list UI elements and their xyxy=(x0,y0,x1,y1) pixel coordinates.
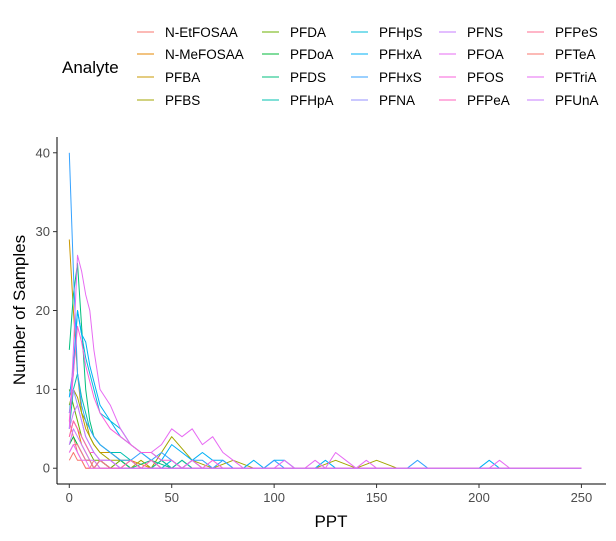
series-line-pfba xyxy=(68,239,582,469)
x-axis-ticks: 0 50 100 150 200 250 xyxy=(66,484,593,505)
legend-label: PFHxS xyxy=(379,70,422,85)
x-axis-title: PPT xyxy=(314,512,347,531)
legend-label: N-EtFOSAA xyxy=(165,25,238,40)
legend-label: PFHxA xyxy=(379,47,422,62)
legend-label: PFHpA xyxy=(290,93,334,108)
legend-label: N-MeFOSAA xyxy=(165,47,244,62)
legend-item-pfpea: PFPeA xyxy=(439,93,510,108)
x-tick-label: 0 xyxy=(66,490,73,505)
series-line-pfpea xyxy=(68,420,582,469)
legend-label: PFNS xyxy=(467,25,503,40)
legend-label: PFTeA xyxy=(555,47,596,62)
series-line-pfhxs xyxy=(68,152,582,469)
series-line-pfds xyxy=(68,262,582,469)
legend-item-pfhpa: PFHpA xyxy=(262,93,334,108)
legend-title: Analyte xyxy=(62,58,119,77)
legend-label: PFDA xyxy=(290,25,326,40)
legend-label: PFNA xyxy=(379,93,415,108)
legend-item-pfbs: PFBS xyxy=(137,93,200,108)
legend-label: PFBA xyxy=(165,70,200,85)
legend-item-pfns: PFNS xyxy=(439,25,503,40)
legend-item-pfna: PFNA xyxy=(351,93,415,108)
series-line-pfhpa xyxy=(68,373,582,469)
legend-item-pftea: PFTeA xyxy=(527,47,596,62)
legend-label: PFTriA xyxy=(555,70,597,85)
legend-item-pfhxa: PFHxA xyxy=(351,47,422,62)
legend-label: PFOS xyxy=(467,70,504,85)
legend: Analyte N-EtFOSAA N-MeFOSAA PFBA PFBS PFDA PF… xyxy=(62,25,599,108)
legend-item-pfpes: PFPeS xyxy=(527,25,598,40)
x-tick-label: 100 xyxy=(263,490,285,505)
x-tick-label: 200 xyxy=(468,490,490,505)
x-tick-label: 250 xyxy=(571,490,593,505)
legend-label: PFPeA xyxy=(467,93,510,108)
legend-item-pfdoa: PFDoA xyxy=(262,47,334,62)
series-line-pfhps xyxy=(68,310,582,469)
legend-label: PFBS xyxy=(165,93,200,108)
y-tick-label: 30 xyxy=(36,224,50,239)
x-tick-label: 50 xyxy=(164,490,178,505)
series-line-pfos xyxy=(68,325,582,469)
series-line-n-etfosaa xyxy=(68,420,582,469)
legend-label: PFUnA xyxy=(555,93,599,108)
legend-item-n-mefosaa: N-MeFOSAA xyxy=(137,47,244,62)
legend-label: PFHpS xyxy=(379,25,423,40)
series-line-pftria xyxy=(68,444,582,469)
series-line-pfhxa xyxy=(68,310,582,469)
y-axis-title: Number of Samples xyxy=(10,235,29,385)
legend-label: PFDoA xyxy=(290,47,334,62)
series-line-pfbs xyxy=(68,388,582,469)
series-line-n-mefosaa xyxy=(68,420,582,469)
legend-item-pfuna: PFUnA xyxy=(527,93,599,108)
legend-label: PFPeS xyxy=(555,25,598,40)
series-line-pfoa xyxy=(68,254,582,469)
legend-item-pfos: PFOS xyxy=(439,70,504,85)
legend-item-n-etfosaa: N-EtFOSAA xyxy=(137,25,238,40)
y-tick-label: 0 xyxy=(43,461,50,476)
legend-item-pftria: PFTriA xyxy=(527,70,597,85)
y-tick-label: 10 xyxy=(36,382,50,397)
legend-item-pfhps: PFHpS xyxy=(351,25,423,40)
legend-item-pfda: PFDA xyxy=(262,25,326,40)
legend-item-pfba: PFBA xyxy=(137,70,200,85)
legend-item-pfds: PFDS xyxy=(262,70,326,85)
y-axis-ticks: 0 10 20 30 40 xyxy=(36,145,57,476)
legend-label: PFOA xyxy=(467,47,504,62)
y-tick-label: 20 xyxy=(36,303,50,318)
legend-item-pfhxs: PFHxS xyxy=(351,70,422,85)
plot-area: 0 50 100 150 200 250 0 10 20 30 40 xyxy=(36,137,606,505)
legend-item-pfoa: PFOA xyxy=(439,47,504,62)
legend-label: PFDS xyxy=(290,70,326,85)
y-tick-label: 40 xyxy=(36,145,50,160)
x-tick-label: 150 xyxy=(366,490,388,505)
series-lines xyxy=(68,152,582,469)
series-line-pfuna xyxy=(68,404,582,469)
legend-items: N-EtFOSAA N-MeFOSAA PFBA PFBS PFDA PFDoA PFDS P… xyxy=(137,25,599,108)
